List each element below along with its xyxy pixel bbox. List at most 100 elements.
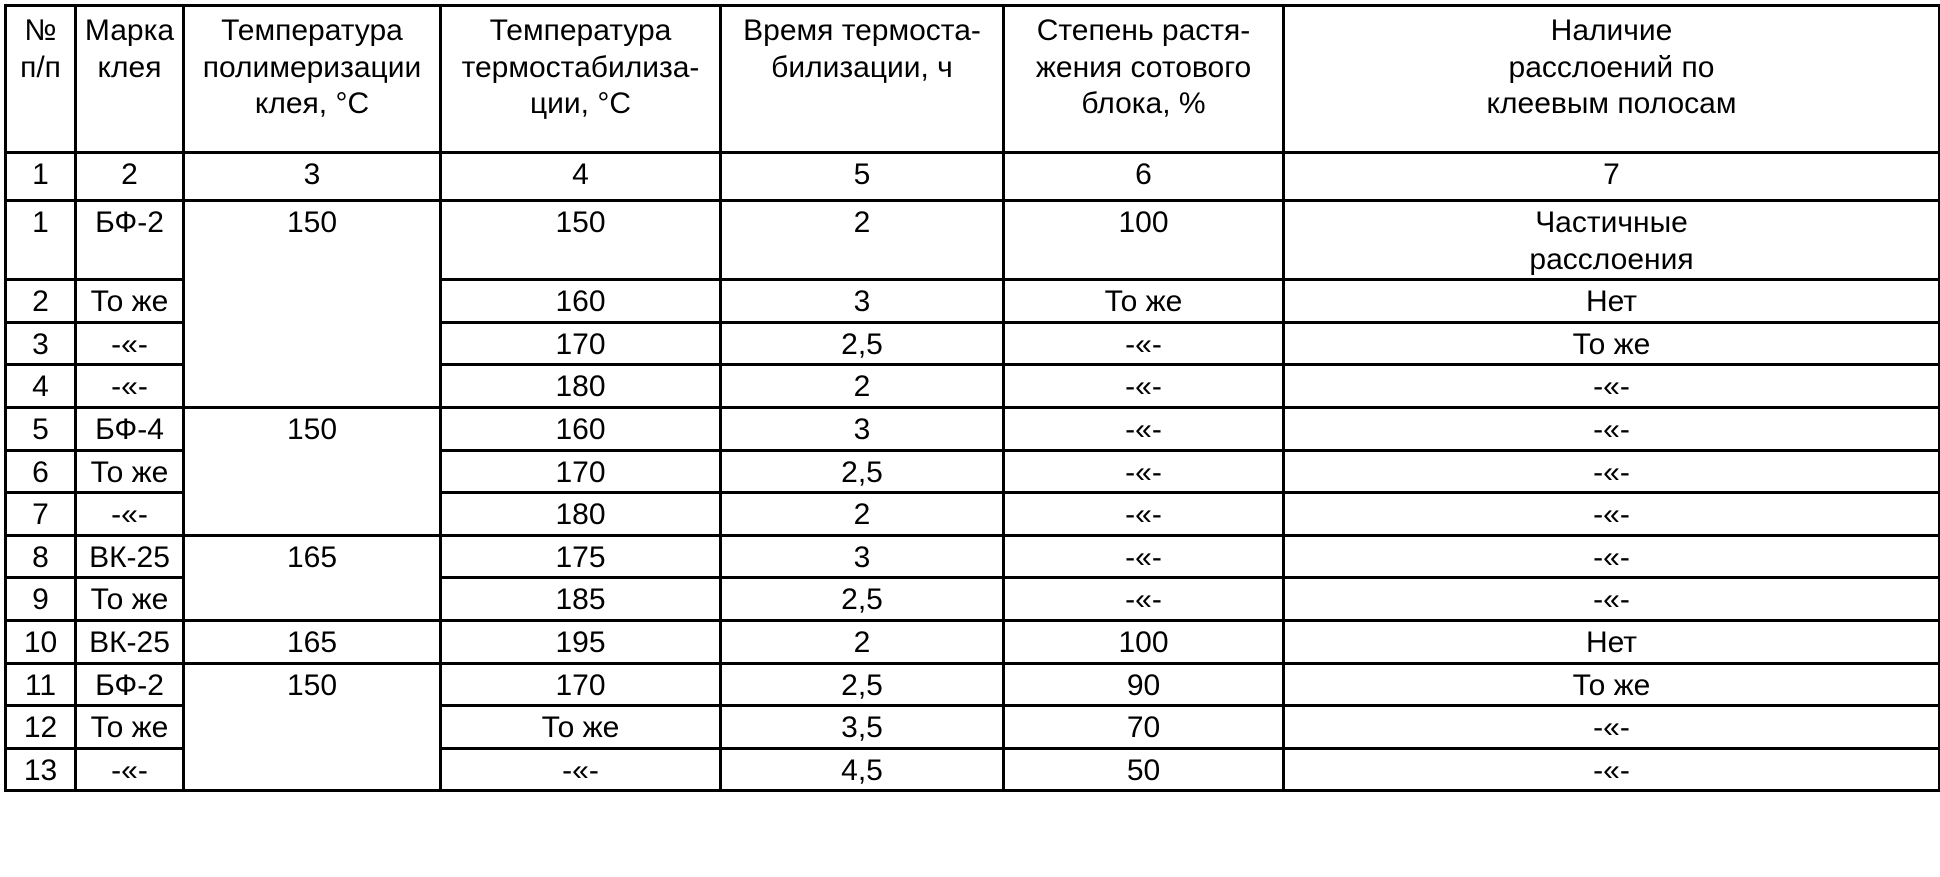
cell-num: 1 bbox=[4, 198, 77, 282]
table-row: 6 То же 170 2,5 -«- -«- bbox=[4, 448, 1940, 495]
cell-brand: То же bbox=[74, 448, 185, 495]
cell-thermo: 180 bbox=[439, 491, 722, 537]
cell-time: 3 bbox=[719, 278, 1005, 324]
cell-num: 11 bbox=[4, 661, 77, 708]
cell-delam: -«- bbox=[1282, 363, 1940, 409]
cell-thermo: 185 bbox=[439, 576, 722, 622]
cell-delam: То же bbox=[1282, 661, 1940, 708]
table-row: 11 БФ-2 150 170 2,5 90 То же bbox=[4, 661, 1940, 793]
cell-num: 6 bbox=[4, 448, 77, 495]
cell-stretch: -«- bbox=[1002, 491, 1285, 537]
cell-time: 2,5 bbox=[719, 661, 1005, 708]
cell-time: 2 bbox=[719, 491, 1005, 537]
cell-brand: ВК-25 bbox=[74, 618, 185, 665]
cell-brand: -«- bbox=[74, 491, 185, 537]
cell-thermo: 180 bbox=[439, 363, 722, 409]
column-header-time: Время термоста- билизации, ч bbox=[719, 4, 1005, 154]
cell-brand: БФ-2 bbox=[74, 661, 185, 708]
table-row: 7 -«- 180 2 -«- -«- bbox=[4, 491, 1940, 537]
column-header-stretch: Степень растя- жения сотового блока, % bbox=[1002, 4, 1285, 154]
cell-stretch: -«- bbox=[1002, 533, 1285, 580]
cell-polym: 150 bbox=[182, 661, 442, 793]
column-header-thermo: Температура термостабилиза- ции, °C bbox=[439, 4, 722, 154]
cell-time: 3 bbox=[719, 533, 1005, 580]
cell-time: 2,5 bbox=[719, 320, 1005, 367]
cell-polym: 150 bbox=[182, 199, 442, 409]
cell-num: 9 bbox=[4, 576, 77, 622]
cell-polym: 150 bbox=[182, 405, 442, 537]
cell-time: 4,5 bbox=[719, 746, 1005, 793]
cell-time: 2,5 bbox=[719, 448, 1005, 495]
cell-delam: -«- bbox=[1282, 746, 1940, 793]
column-index-thermo: 4 bbox=[439, 151, 722, 202]
cell-thermo: 150 bbox=[439, 198, 722, 282]
cell-polym: 165 bbox=[182, 533, 442, 622]
cell-stretch: То же bbox=[1002, 278, 1285, 324]
cell-brand: То же bbox=[74, 576, 185, 622]
cell-num: 5 bbox=[4, 405, 77, 452]
column-header-delam: Наличие расслоений по клеевым полосам bbox=[1282, 4, 1940, 154]
column-index-delam: 7 bbox=[1282, 151, 1940, 202]
column-header-polym: Температура полимеризации клея, °C bbox=[182, 4, 442, 154]
cell-thermo: То же bbox=[439, 704, 722, 750]
column-index-brand: 2 bbox=[74, 151, 185, 202]
table-row: 3 -«- 170 2,5 -«- То же bbox=[4, 320, 1940, 367]
column-index-stretch: 6 bbox=[1002, 151, 1285, 202]
table-row: 12 То же То же 3,5 70 -«- bbox=[4, 704, 1940, 750]
cell-brand: -«- bbox=[74, 746, 185, 793]
cell-thermo: 170 bbox=[439, 320, 722, 367]
cell-stretch: -«- bbox=[1002, 448, 1285, 495]
cell-num: 2 bbox=[4, 278, 77, 324]
cell-polym: 165 bbox=[182, 618, 442, 665]
cell-delam: -«- bbox=[1282, 405, 1940, 452]
table-row: 13 -«- -«- 4,5 50 -«- bbox=[4, 746, 1940, 793]
cell-delam: -«- bbox=[1282, 448, 1940, 495]
table-row: 9 То же 185 2,5 -«- -«- bbox=[4, 576, 1940, 622]
cell-brand: То же bbox=[74, 278, 185, 324]
column-header-brand: Марка клея bbox=[74, 4, 185, 154]
cell-num: 12 bbox=[4, 704, 77, 750]
cell-delam: -«- bbox=[1282, 533, 1940, 580]
document-page: № п/п Марка клея Температура полимеризации… bbox=[0, 4, 1940, 877]
cell-delam: -«- bbox=[1282, 704, 1940, 750]
cell-num: 7 bbox=[4, 491, 77, 537]
cell-num: 13 bbox=[4, 746, 77, 793]
cell-time: 2,5 bbox=[719, 576, 1005, 622]
column-index-polym: 3 bbox=[182, 151, 442, 202]
cell-num: 3 bbox=[4, 320, 77, 367]
glue-regimes-table: № п/п Марка клея Температура полимеризации… bbox=[4, 4, 1940, 793]
column-header-num: № п/п bbox=[4, 4, 77, 154]
cell-brand: -«- bbox=[74, 320, 185, 367]
column-index-time: 5 bbox=[719, 151, 1005, 202]
cell-delam: Нет bbox=[1282, 278, 1940, 324]
cell-stretch: 70 bbox=[1002, 704, 1285, 750]
cell-thermo: 195 bbox=[439, 618, 722, 665]
cell-num: 8 bbox=[4, 533, 77, 580]
cell-time: 2 bbox=[719, 618, 1005, 665]
cell-stretch: 100 bbox=[1002, 198, 1285, 282]
table-row: 4 -«- 180 2 -«- -«- bbox=[4, 363, 1940, 409]
table-body: № п/п Марка клея Температура полимеризации… bbox=[4, 4, 1940, 793]
table-row: 1 БФ-2 150 150 2 100 Частичные расслоения bbox=[4, 198, 1940, 409]
cell-thermo: 170 bbox=[439, 661, 722, 708]
cell-thermo: 160 bbox=[439, 278, 722, 324]
cell-thermo: 170 bbox=[439, 448, 722, 495]
cell-thermo: 175 bbox=[439, 533, 722, 580]
cell-num: 4 bbox=[4, 363, 77, 409]
cell-time: 2 bbox=[719, 363, 1005, 409]
cell-brand: То же bbox=[74, 704, 185, 750]
cell-stretch: -«- bbox=[1002, 405, 1285, 452]
table-row: 8 ВК-25 165 175 3 -«- -«- bbox=[4, 533, 1940, 622]
cell-thermo: -«- bbox=[439, 746, 722, 793]
cell-stretch: 100 bbox=[1002, 618, 1285, 665]
table-header-row: № п/п Марка клея Температура полимеризации… bbox=[4, 4, 1940, 154]
cell-stretch: -«- bbox=[1002, 576, 1285, 622]
cell-stretch: -«- bbox=[1002, 320, 1285, 367]
cell-delam: Частичные расслоения bbox=[1282, 198, 1940, 282]
cell-brand: БФ-4 bbox=[74, 405, 185, 452]
cell-delam: То же bbox=[1282, 320, 1940, 367]
cell-time: 3,5 bbox=[719, 704, 1005, 750]
cell-stretch: 50 bbox=[1002, 746, 1285, 793]
cell-time: 2 bbox=[719, 198, 1005, 282]
